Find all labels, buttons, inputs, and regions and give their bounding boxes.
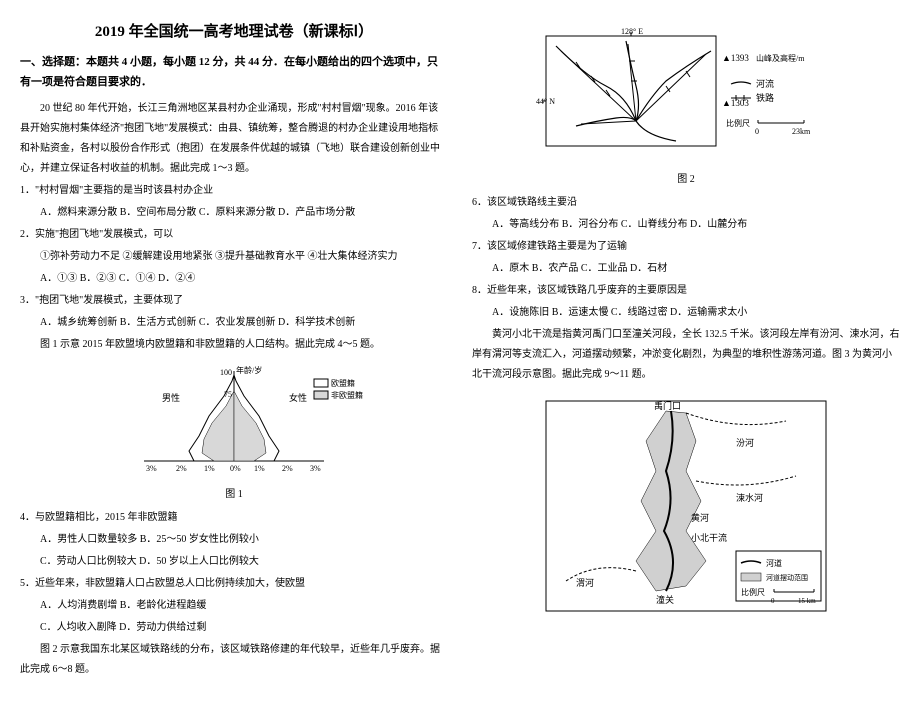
fig3-label-yumenkou: 禹门口 [654, 400, 681, 411]
fig3-label-xiaobei: 小北干流 [691, 532, 727, 543]
fig1-female-label: 女性 [289, 392, 307, 403]
question-8: 8．近些年来，该区域铁路几乎废弃的主要原因是 [472, 281, 900, 301]
question-8-options: A．设施陈旧 B．运速太慢 C．线路过密 D．运输需求太小 [472, 303, 900, 323]
figure-1: 年龄/岁 100 75 50 25 0 3% 2% 1% 0% 1% 2% [20, 361, 448, 481]
passage-1: 20 世纪 80 年代开始，长江三角洲地区某县村办企业涌现，形成"村村冒烟"现象… [20, 99, 448, 179]
question-2-options: A．①③ B．②③ C．①④ D．②④ [20, 269, 448, 289]
fig3-legend-range: 河道摆动范围 [766, 573, 808, 582]
question-3: 3．"抱团飞地"发展模式，主要体现了 [20, 291, 448, 311]
question-2-statements: ①弥补劳动力不足 ②缓解建设用地紧张 ③提升基础教育水平 ④壮大集体经济实力 [20, 247, 448, 267]
fig1-xtick: 2% [282, 464, 293, 473]
question-6-options: A．等高线分布 B．河谷分布 C．山脊线分布 D．山麓分布 [472, 215, 900, 235]
question-1: 1．"村村冒烟"主要指的是当时该县村办企业 [20, 181, 448, 201]
fig1-xtick: 2% [176, 464, 187, 473]
fig2-legend-rail: 铁路 [756, 92, 774, 103]
figure-2: 128° E 44° N [472, 26, 900, 166]
question-4-options-1: A．男性人口数量较多 B．25～50 岁女性比例较小 [20, 530, 448, 550]
question-4: 4．与欧盟籍相比，2015 年非欧盟籍 [20, 508, 448, 528]
question-5-options-1: A．人均消费剧增 B．老龄化进程趋缓 [20, 596, 448, 616]
fig1-ytick: 100 [220, 368, 232, 377]
fig2-scale-label: 比例尺 [726, 118, 750, 128]
question-2: 2．实施"抱团飞地"发展模式，可以 [20, 225, 448, 245]
fig1-legend-noneu: 非欧盟籍 [331, 390, 363, 400]
fig2-legend-title: 山峰及高程/m [756, 53, 805, 63]
fig3-label-tongguan: 潼关 [656, 594, 674, 605]
fig1-legend-eu: 欧盟籍 [331, 378, 355, 388]
fig3-label-fenhe: 汾河 [736, 437, 754, 448]
question-7-options: A．原木 B．农产品 C．工业品 D．石材 [472, 259, 900, 279]
fig1-xtick: 0% [230, 464, 241, 473]
fig2-scale-0: 0 [755, 127, 759, 136]
fig1-xtick: 3% [146, 464, 157, 473]
fig1-male-label: 男性 [162, 392, 180, 403]
question-1-options: A．燃料来源分散 B．空间布局分散 C．原料来源分散 D．产品市场分散 [20, 203, 448, 223]
question-6: 6．该区域铁路线主要沿 [472, 193, 900, 213]
question-5: 5．近些年来，非欧盟籍人口占欧盟总人口比例持续加大，使欧盟 [20, 574, 448, 594]
figure-3: 禹门口 汾河 涑水河 渭河 黄河 小北干流 潼关 河道 河道摆动范围 比例尺 0… [472, 391, 900, 621]
passage-2: 图 2 示意我国东北某区域铁路线的分布，该区域铁路修建的年代较早，近些年几乎废弃… [20, 640, 448, 680]
passage-fig1: 图 1 示意 2015 年欧盟境内欧盟籍和非欧盟籍的人口结构。据此完成 4～5 … [20, 335, 448, 355]
fig3-label-huanghe: 黄河 [691, 512, 709, 523]
section-heading: 一、选择题：本题共 4 小题，每小题 12 分，共 44 分．在每小题给出的四个… [20, 53, 448, 93]
figure-1-caption: 图 1 [20, 485, 448, 500]
question-3-options: A．城乡统筹创新 B．生活方式创新 C．农业发展创新 D．科学技术创新 [20, 313, 448, 333]
fig2-scale-r: 23km [792, 127, 811, 136]
fig1-xtick: 1% [254, 464, 265, 473]
fig2-legend-river: 河流 [756, 78, 774, 89]
question-5-options-2: C．人均收入剧降 D．劳动力供给过剩 [20, 618, 448, 638]
fig3-label-sushui: 涑水河 [736, 492, 763, 503]
page-title: 2019 年全国统一高考地理试卷（新课标Ⅰ） [20, 20, 448, 41]
question-4-options-2: C．劳动人口比例较大 D．50 岁以上人口比例较大 [20, 552, 448, 572]
question-7: 7．该区域修建铁路主要是为了运输 [472, 237, 900, 257]
fig3-scale-label: 比例尺 [741, 587, 765, 597]
fig1-xtick: 1% [204, 464, 215, 473]
passage-3: 黄河小北干流是指黄河禹门口至潼关河段，全长 132.5 千米。该河段左岸有汾河、… [472, 325, 900, 385]
fig1-xtick: 3% [310, 464, 321, 473]
fig3-legend-channel: 河道 [766, 558, 782, 568]
figure-2-caption: 图 2 [472, 170, 900, 185]
fig2-lon: 128° E [621, 27, 643, 36]
fig3-scale-0: 0 [771, 597, 775, 605]
fig2-peak-1: ▲1393 [722, 53, 749, 63]
fig3-scale-r: 15 km [798, 597, 816, 605]
fig1-ylabel: 年龄/岁 [236, 365, 262, 375]
fig3-label-weihe: 渭河 [576, 577, 594, 588]
